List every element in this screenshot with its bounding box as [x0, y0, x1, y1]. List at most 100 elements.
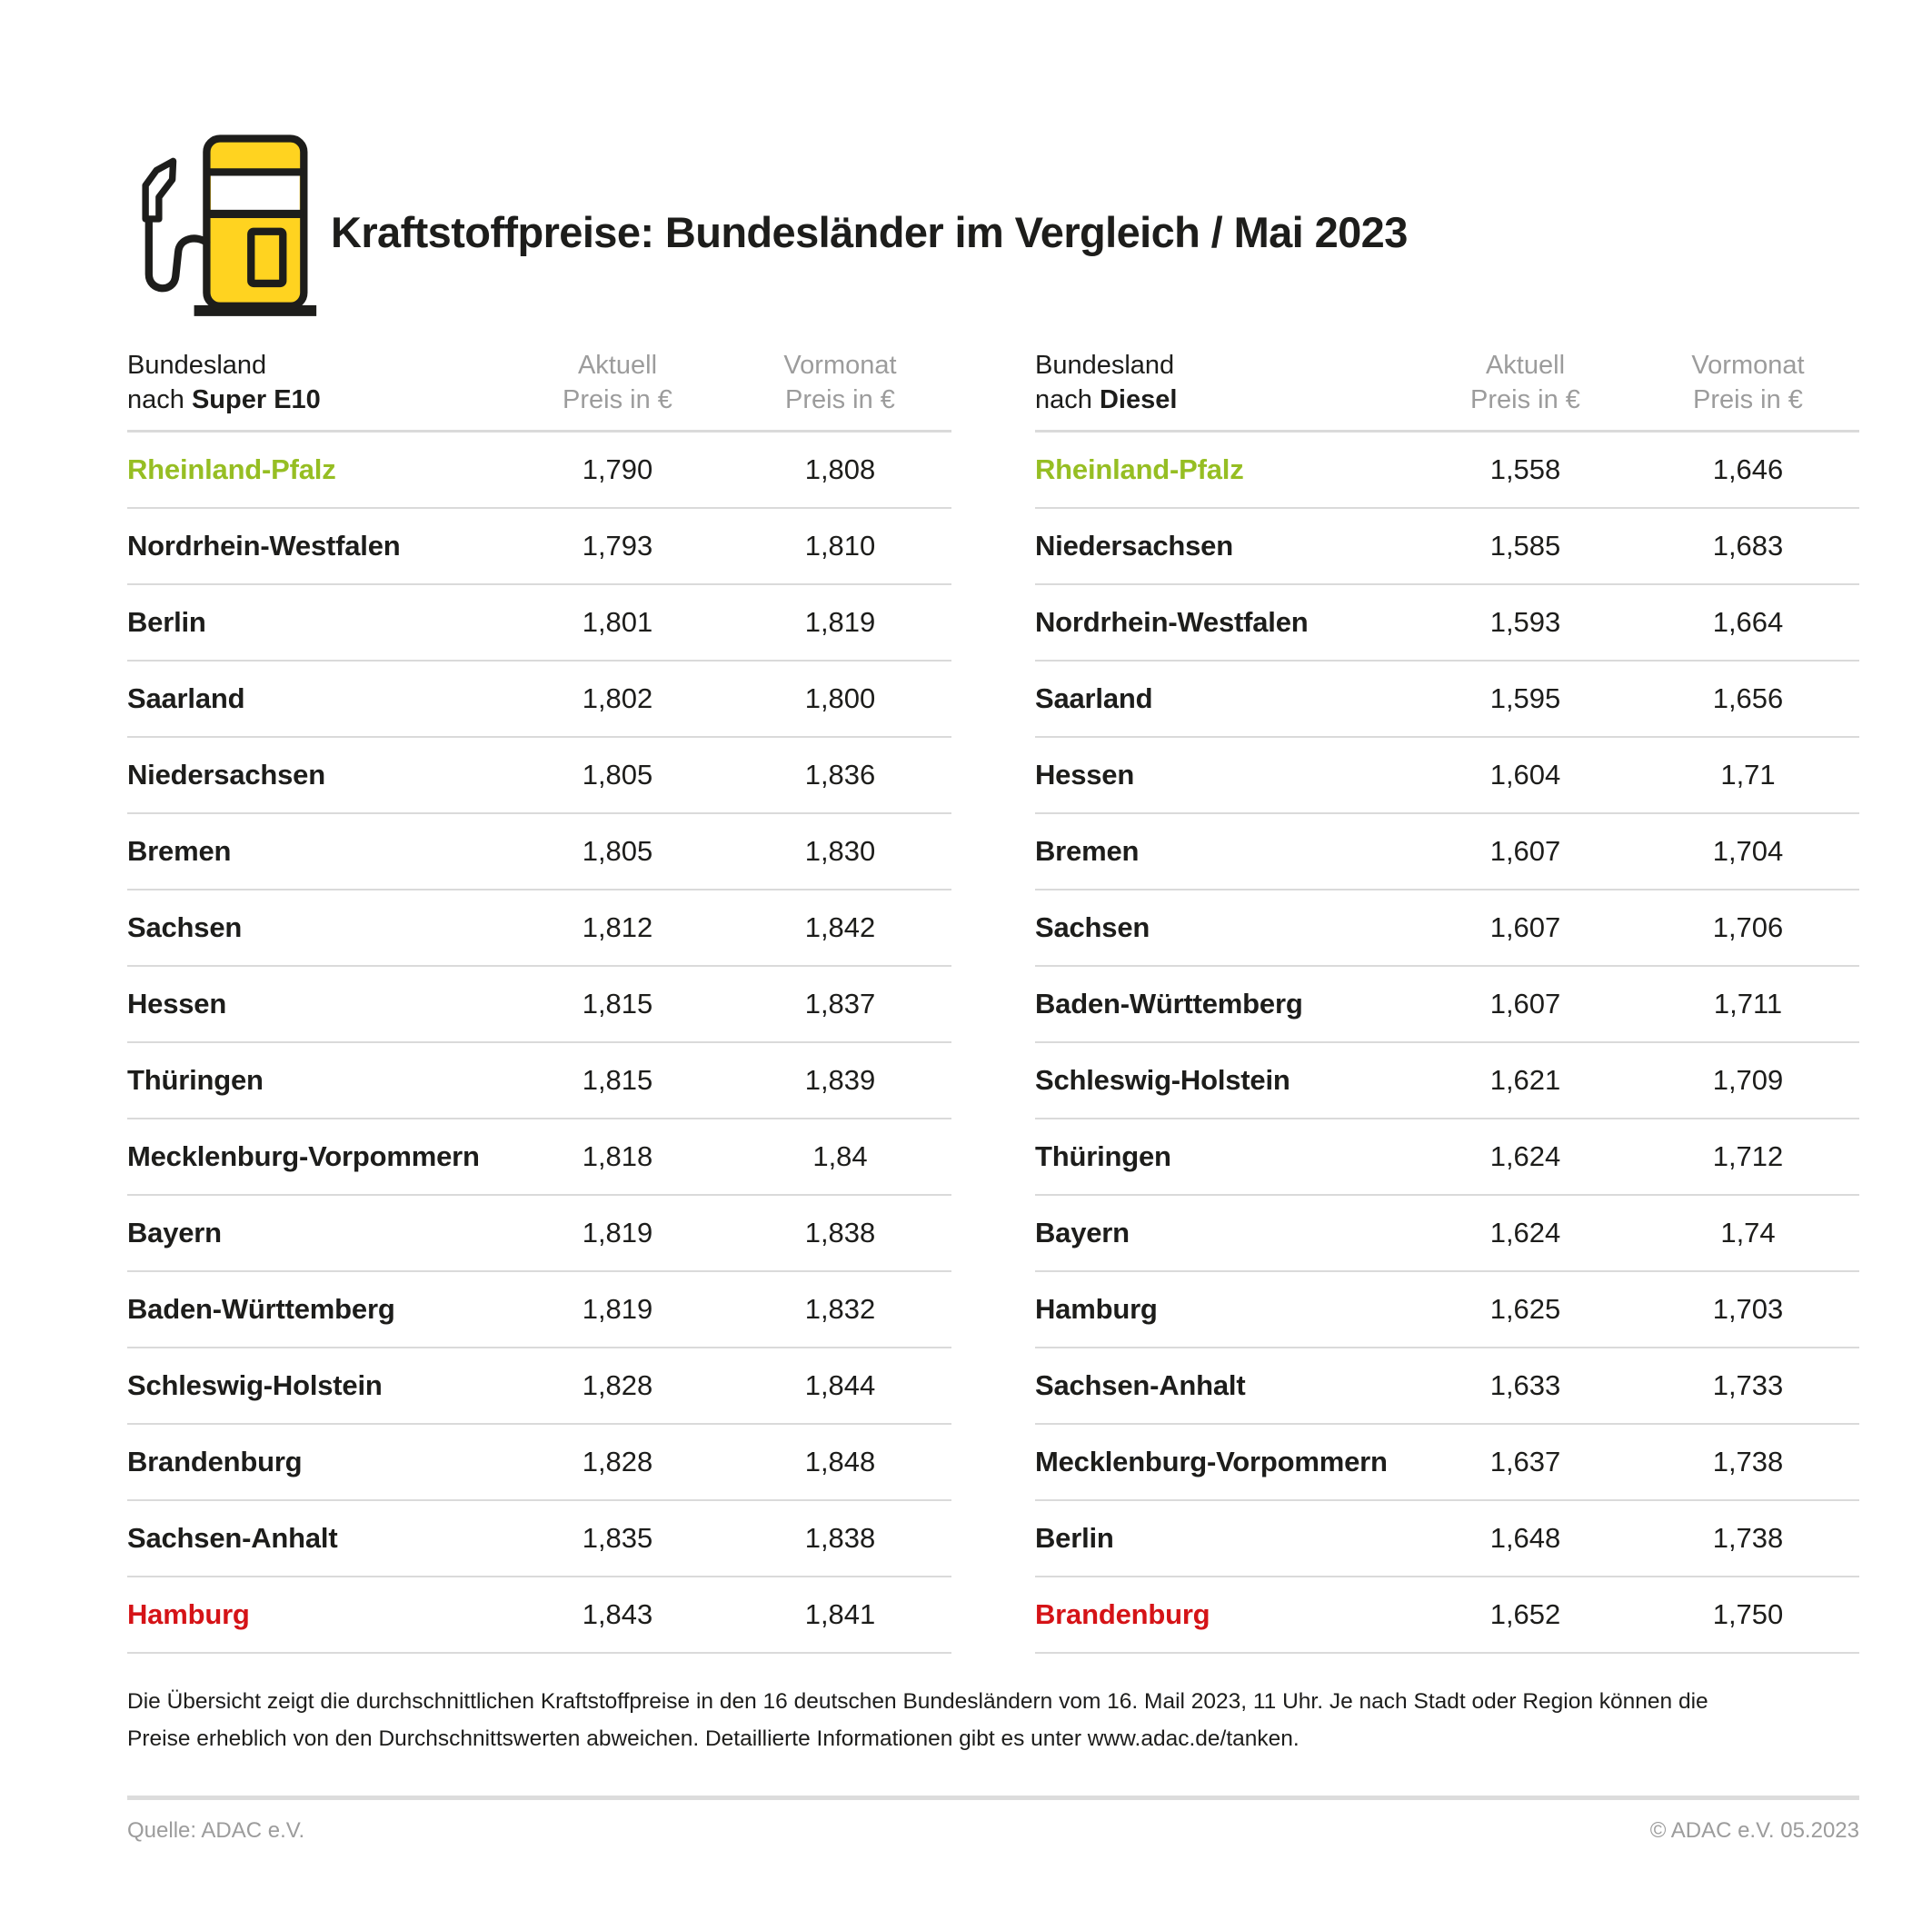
pump-hose	[144, 214, 211, 293]
state-name: Baden-Württemberg	[127, 1293, 395, 1325]
column-header-vormonat: Vormonat Preis in €	[783, 351, 897, 414]
table-row: Berlin 1,801 1,819	[127, 585, 951, 662]
price-aktuell: 1,812	[582, 911, 653, 943]
table-row: Brandenburg 1,652 1,750	[1035, 1577, 1859, 1654]
pump-display	[211, 173, 300, 212]
column-header-vormonat: Vormonat Preis in €	[1691, 351, 1805, 414]
price-vormonat: 1,838	[804, 1217, 876, 1248]
state-name: Hamburg	[1035, 1293, 1158, 1325]
footnote-line2: Preise erheblich von den Durchschnittswe…	[127, 1726, 1300, 1751]
price-vormonat: 1,656	[1712, 682, 1784, 714]
price-aktuell: 1,624	[1489, 1140, 1561, 1172]
price-aktuell: 1,585	[1489, 530, 1561, 562]
price-aktuell: 1,818	[582, 1140, 653, 1172]
price-vormonat: 1,683	[1712, 530, 1784, 562]
state-name: Hessen	[127, 988, 227, 1020]
price-vormonat: 1,664	[1712, 606, 1784, 638]
table-row: Niedersachsen 1,585 1,683	[1035, 509, 1859, 585]
price-vormonat: 1,709	[1712, 1064, 1784, 1096]
state-name: Sachsen-Anhalt	[1035, 1369, 1246, 1401]
table-row: Sachsen 1,812 1,842	[127, 890, 951, 967]
price-vormonat: 1,800	[804, 682, 876, 714]
state-name: Sachsen-Anhalt	[127, 1522, 338, 1554]
state-name: Mecklenburg-Vorpommern	[1035, 1446, 1388, 1477]
table-row: Bayern 1,819 1,838	[127, 1196, 951, 1272]
state-name: Schleswig-Holstein	[1035, 1064, 1290, 1096]
price-vormonat: 1,74	[1720, 1217, 1776, 1248]
state-name: Berlin	[1035, 1522, 1114, 1554]
table-row: Brandenburg 1,828 1,848	[127, 1425, 951, 1501]
price-vormonat: 1,830	[804, 835, 876, 867]
price-aktuell: 1,633	[1489, 1369, 1561, 1401]
table-row: Bayern 1,624 1,74	[1035, 1196, 1859, 1272]
state-name: Thüringen	[1035, 1140, 1171, 1172]
table-row: Schleswig-Holstein 1,828 1,844	[127, 1348, 951, 1425]
table-row: Mecklenburg-Vorpommern 1,637 1,738	[1035, 1425, 1859, 1501]
table-row: Niedersachsen 1,805 1,836	[127, 738, 951, 814]
state-name: Mecklenburg-Vorpommern	[127, 1140, 480, 1172]
table-body-super-e10: Rheinland-Pfalz 1,790 1,808 Nordrhein-We…	[127, 433, 951, 1654]
price-aktuell: 1,802	[582, 682, 653, 714]
column-header-state-line1: Bundesland	[127, 351, 267, 380]
price-aktuell: 1,801	[582, 606, 653, 638]
table-row: Sachsen-Anhalt 1,835 1,838	[127, 1501, 951, 1577]
price-aktuell: 1,819	[582, 1293, 653, 1325]
column-header-aktuell: Aktuell Preis in €	[563, 351, 672, 414]
price-aktuell: 1,607	[1489, 988, 1561, 1020]
state-name: Baden-Württemberg	[1035, 988, 1303, 1020]
column-header-state-line2: nach Super E10	[127, 385, 321, 414]
price-vormonat: 1,810	[804, 530, 876, 562]
fuel-pump-icon	[142, 134, 317, 316]
state-name: Hessen	[1035, 759, 1135, 791]
price-vormonat: 1,704	[1712, 835, 1784, 867]
pump-nozzle	[142, 157, 177, 223]
price-aktuell: 1,805	[582, 759, 653, 791]
table-header-super-e10: Bundesland nach Super E10 Aktuell Preis …	[127, 348, 951, 433]
price-aktuell: 1,593	[1489, 606, 1561, 638]
footer-divider	[127, 1796, 1859, 1800]
state-name: Sachsen	[127, 911, 243, 943]
footnote-line1: Die Übersicht zeigt die durchschnittlich…	[127, 1689, 1708, 1714]
price-aktuell: 1,652	[1489, 1598, 1561, 1630]
fuel-type-label: Super E10	[191, 385, 321, 414]
price-aktuell: 1,648	[1489, 1522, 1561, 1554]
price-vormonat: 1,836	[804, 759, 876, 791]
price-vormonat: 1,841	[804, 1598, 876, 1630]
table-row: Saarland 1,802 1,800	[127, 662, 951, 738]
price-vormonat: 1,819	[804, 606, 876, 638]
state-name: Rheinland-Pfalz	[127, 453, 336, 485]
price-aktuell: 1,805	[582, 835, 653, 867]
price-vormonat: 1,738	[1712, 1446, 1784, 1477]
price-aktuell: 1,607	[1489, 835, 1561, 867]
tables-container: Bundesland nach Super E10 Aktuell Preis …	[127, 348, 1859, 1654]
state-name: Hamburg	[127, 1598, 250, 1630]
state-name: Niedersachsen	[1035, 530, 1233, 562]
price-aktuell: 1,558	[1489, 453, 1561, 485]
price-vormonat: 1,706	[1712, 911, 1784, 943]
table-row: Thüringen 1,815 1,839	[127, 1043, 951, 1119]
state-name: Brandenburg	[127, 1446, 303, 1477]
table-row: Sachsen-Anhalt 1,633 1,733	[1035, 1348, 1859, 1425]
table-row: Bremen 1,607 1,704	[1035, 814, 1859, 890]
price-vormonat: 1,832	[804, 1293, 876, 1325]
state-name: Nordrhein-Westfalen	[1035, 606, 1309, 638]
table-body-diesel: Rheinland-Pfalz 1,558 1,646 Niedersachse…	[1035, 433, 1859, 1654]
column-header-state-line2: nach Diesel	[1035, 385, 1178, 414]
price-vormonat: 1,712	[1712, 1140, 1784, 1172]
price-vormonat: 1,808	[804, 453, 876, 485]
masthead: Kraftstoffpreise: Bundesländer im Vergle…	[0, 0, 1932, 317]
state-name: Bremen	[127, 835, 232, 867]
price-aktuell: 1,604	[1489, 759, 1561, 791]
table-header-diesel: Bundesland nach Diesel Aktuell Preis in …	[1035, 348, 1859, 433]
pump-window	[247, 227, 287, 288]
table-row: Thüringen 1,624 1,712	[1035, 1119, 1859, 1196]
pump-base	[194, 304, 317, 316]
price-aktuell: 1,637	[1489, 1446, 1561, 1477]
state-name: Schleswig-Holstein	[127, 1369, 383, 1401]
table-row: Berlin 1,648 1,738	[1035, 1501, 1859, 1577]
column-header-state-line1: Bundesland	[1035, 351, 1175, 380]
state-name: Brandenburg	[1035, 1598, 1210, 1630]
price-aktuell: 1,790	[582, 453, 653, 485]
price-vormonat: 1,750	[1712, 1598, 1784, 1630]
price-aktuell: 1,621	[1489, 1064, 1561, 1096]
